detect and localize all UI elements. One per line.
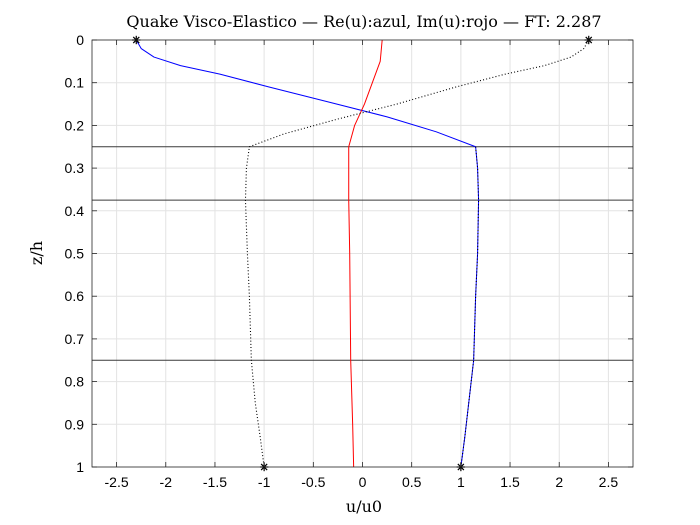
y-tick-label: 0	[76, 32, 84, 48]
x-tick-label: 2.5	[599, 474, 619, 490]
tick-marks	[92, 39, 633, 468]
y-tick-label: 0.4	[65, 203, 85, 219]
x-tick-label: -1.5	[203, 474, 227, 490]
y-tick-label: 0.1	[65, 75, 85, 91]
series-group	[135, 39, 590, 468]
y-tick-label: 1	[76, 459, 84, 475]
x-tick-label: -1	[258, 474, 271, 490]
x-tick-label: 0	[359, 474, 367, 490]
x-tick-label: -2	[160, 474, 173, 490]
x-tick-label: 1.5	[500, 474, 520, 490]
y-tick-labels: 0 0.1 0.2 0.3 0.4 0.5 0.6 0.7 0.8 0.9 1	[65, 32, 85, 475]
y-tick-label: 0.6	[65, 288, 85, 304]
series-line-envelope_neg	[460, 146, 480, 468]
x-tick-label: 2	[555, 474, 563, 490]
series-line-imag	[348, 39, 383, 468]
series-line-envelope_pos	[244, 39, 590, 468]
y-tick-label: 0.2	[65, 117, 85, 133]
y-tick-label: 0.7	[65, 331, 85, 347]
x-tick-label: -0.5	[301, 474, 325, 490]
x-tick-label: 1	[457, 474, 465, 490]
y-tick-label: 0.9	[65, 416, 85, 432]
chart-title: Quake Visco-Elastico — Re(u):azul, Im(u)…	[126, 12, 601, 31]
layer-boundaries	[92, 146, 633, 361]
x-tick-labels: -2.5 -2 -1.5 -1 -0.5 0 0.5 1 1.5 2 2.5	[105, 474, 619, 490]
x-tick-label: 0.5	[402, 474, 422, 490]
y-axis-label: z/h	[27, 241, 46, 265]
x-tick-label: -2.5	[105, 474, 129, 490]
y-tick-label: 0.3	[65, 160, 85, 176]
y-tick-label: 0.8	[65, 374, 85, 390]
y-tick-label: 0.5	[65, 246, 85, 262]
x-axis-label: u/u0	[346, 497, 382, 516]
